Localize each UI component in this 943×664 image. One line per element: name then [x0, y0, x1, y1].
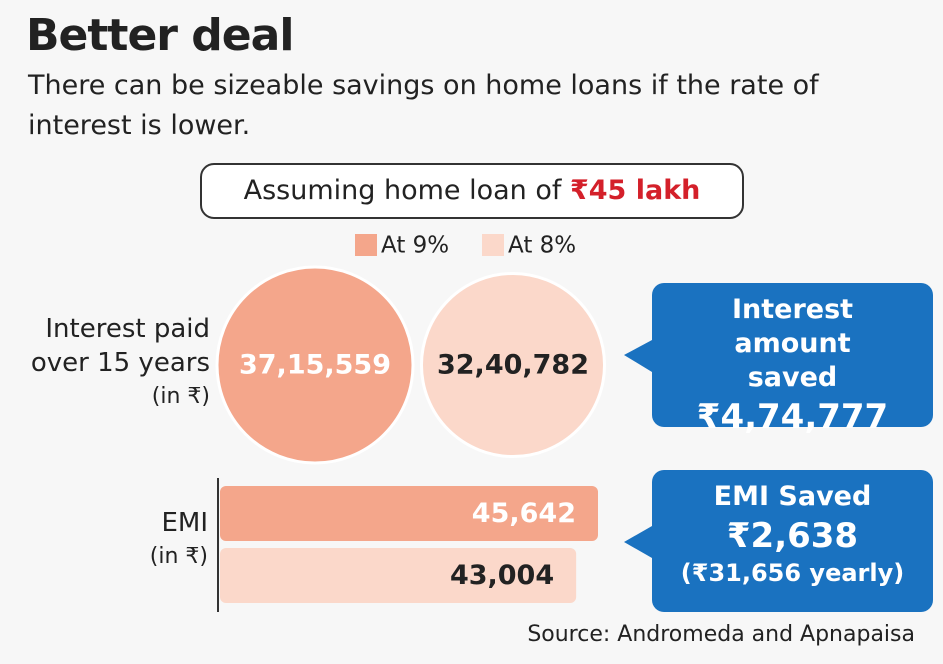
row-unit: (in ₹): [151, 384, 210, 409]
title: Better deal: [26, 10, 294, 61]
assumption-text: Assuming home loan of: [243, 175, 562, 206]
legend-label: At 9%: [381, 233, 449, 259]
callout-title: EMI Saved: [713, 481, 872, 512]
callout: Interest amount saved ₹4,74,777: [652, 283, 933, 437]
assumption-box: Assuming home loan of ₹45 lakh: [200, 163, 744, 219]
value-label: 37,15,559: [239, 350, 391, 381]
callout-note: (₹31,656 yearly): [680, 559, 905, 587]
row-label: EMI: [161, 508, 208, 538]
callout-title: Interest amount saved: [731, 294, 854, 393]
legend-swatch: [482, 234, 504, 256]
callout-value: ₹4,74,777: [696, 397, 889, 437]
legend-swatch: [355, 234, 377, 256]
bubble: [419, 271, 607, 459]
subtitle: There can be sizeable savings on home lo…: [28, 70, 819, 141]
value-label: 43,004: [450, 560, 554, 591]
row-unit: (in ₹): [149, 544, 208, 569]
bar: [220, 486, 598, 541]
callout: EMI Saved ₹2,638 (₹31,656 yearly): [652, 470, 933, 612]
value-label: 32,40,782: [437, 350, 589, 381]
legend-label: At 8%: [508, 233, 576, 259]
assumption-amount: ₹45 lakh: [569, 175, 701, 206]
value-label: 45,642: [472, 498, 576, 529]
bar-label-box: EMI (in ₹): [8, 506, 208, 574]
row-label: Interest paid over 15 years: [30, 314, 210, 378]
source: Source: Andromeda and Apnapaisa: [527, 622, 915, 647]
callout-value: ₹2,638: [726, 516, 859, 556]
callout-pointer: [624, 340, 652, 372]
bubble-label-box: Interest paid over 15 years (in ₹): [8, 312, 210, 414]
bubble: [215, 265, 415, 465]
bar: [220, 548, 577, 603]
callout-pointer: [624, 526, 652, 558]
